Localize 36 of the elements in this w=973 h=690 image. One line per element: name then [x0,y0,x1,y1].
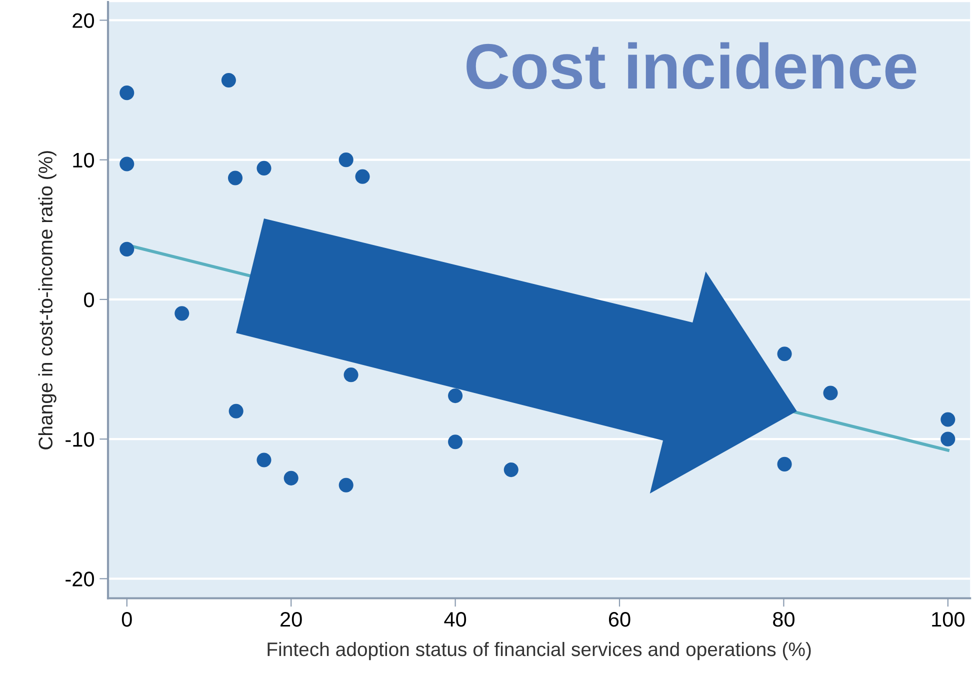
point [256,160,272,176]
point [338,152,354,168]
x-axis-title: Fintech adoption status of financial services and operations (%) [268,642,811,660]
point [284,470,298,486]
point [174,306,190,321]
point [338,478,354,492]
y-tick-label: 20 [72,13,94,28]
x-tick-label: 40 [444,612,466,627]
point [777,456,792,472]
x-tick-label: 80 [773,612,794,627]
point [344,368,358,382]
point [221,72,236,88]
point [120,156,134,172]
point [823,386,838,400]
point [120,86,134,100]
point [228,404,244,418]
x-tick-label: 20 [280,612,302,627]
point [940,432,956,446]
annotation: Cost incidence [466,42,916,90]
point [777,346,792,362]
y-tick-label: 0 [84,292,94,308]
point [940,412,956,427]
y-tick-label: 10 [73,152,94,168]
x-tick-label: 0 [122,612,132,627]
x-tick-label: 60 [608,612,630,627]
point [504,462,518,478]
point [448,434,463,450]
point [355,169,370,184]
y-axis-title: Change in cost-to-income ratio (%) [38,151,56,450]
y-tick-label: -20 [66,572,94,586]
point [256,452,272,468]
point [120,242,134,256]
point [228,170,243,186]
y-tick-label: -10 [66,432,94,447]
x-tick-label: 100 [932,612,964,627]
point [448,388,463,404]
